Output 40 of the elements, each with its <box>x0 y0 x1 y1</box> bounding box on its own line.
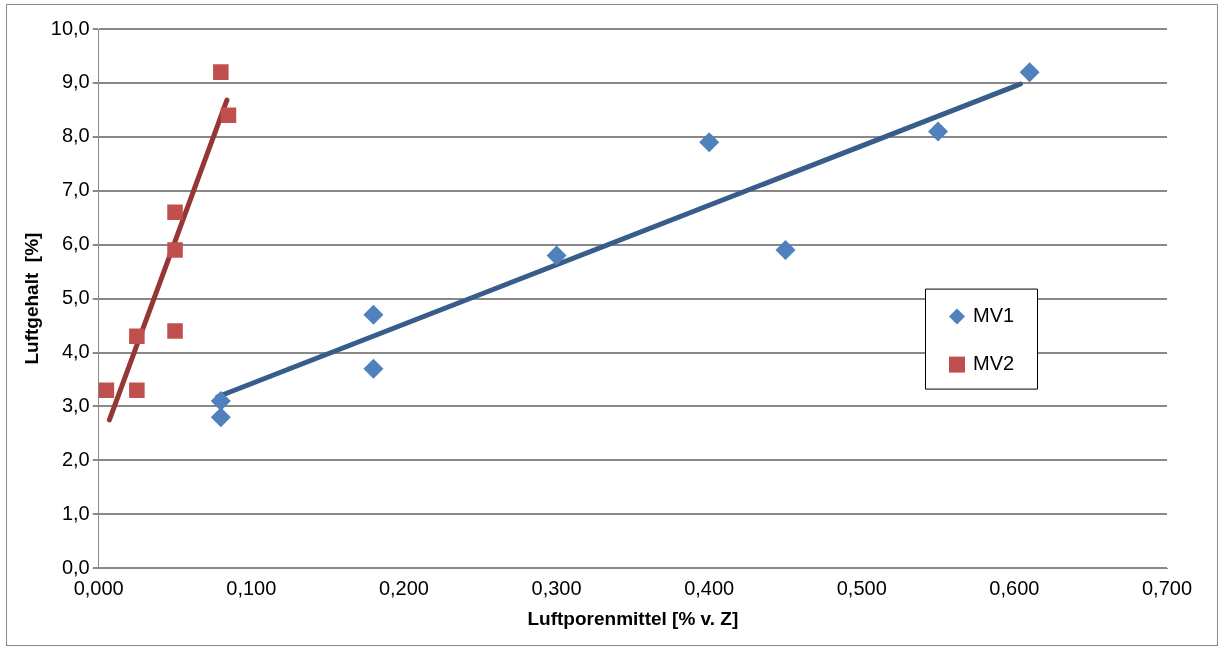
x-tick-label: 0,300 <box>531 576 582 599</box>
y-tick-label: 7,0 <box>61 178 90 201</box>
point <box>98 382 115 399</box>
point <box>220 107 237 124</box>
point <box>210 407 231 428</box>
point <box>1019 62 1040 83</box>
x-tick-label: 0,700 <box>1141 576 1193 599</box>
point <box>775 240 796 261</box>
x-tick-label: 0,000 <box>73 576 124 599</box>
x-tick-label: 0,400 <box>684 576 735 599</box>
x-tick-label: 0,500 <box>836 576 887 599</box>
point <box>210 391 231 412</box>
y-tick-label: 9,0 <box>61 70 90 93</box>
point <box>167 204 183 221</box>
point <box>129 328 145 345</box>
y-tick-label: 3,0 <box>61 393 90 416</box>
x-axis-title: Luftporenmittel [% v. Z] <box>527 607 739 629</box>
x-tick-label: 0,200 <box>378 576 429 599</box>
y-tick-label: 8,0 <box>61 124 90 147</box>
point <box>129 382 145 399</box>
y-tick-label: 0,0 <box>61 555 90 578</box>
point <box>546 245 567 266</box>
y-tick-label: 2,0 <box>61 447 90 470</box>
y-tick-label: 1,0 <box>61 501 90 524</box>
point <box>363 358 384 379</box>
point <box>213 64 229 80</box>
x-tick-label: 0,100 <box>226 576 277 599</box>
point <box>167 323 183 339</box>
x-tick-label: 0,600 <box>989 576 1040 599</box>
y-tick-label: 4,0 <box>61 340 90 363</box>
point <box>928 121 949 142</box>
y-axis-title: Luftgehalt [%] <box>20 232 42 365</box>
legend-label: MV2 <box>973 352 1015 375</box>
point <box>699 132 720 153</box>
y-tick-label: 5,0 <box>61 286 90 309</box>
legend-label: MV1 <box>973 304 1015 327</box>
point <box>363 304 384 325</box>
y-tick-label: 10,0 <box>50 16 90 39</box>
y-tick-label: 6,0 <box>61 232 90 255</box>
point <box>167 242 183 258</box>
